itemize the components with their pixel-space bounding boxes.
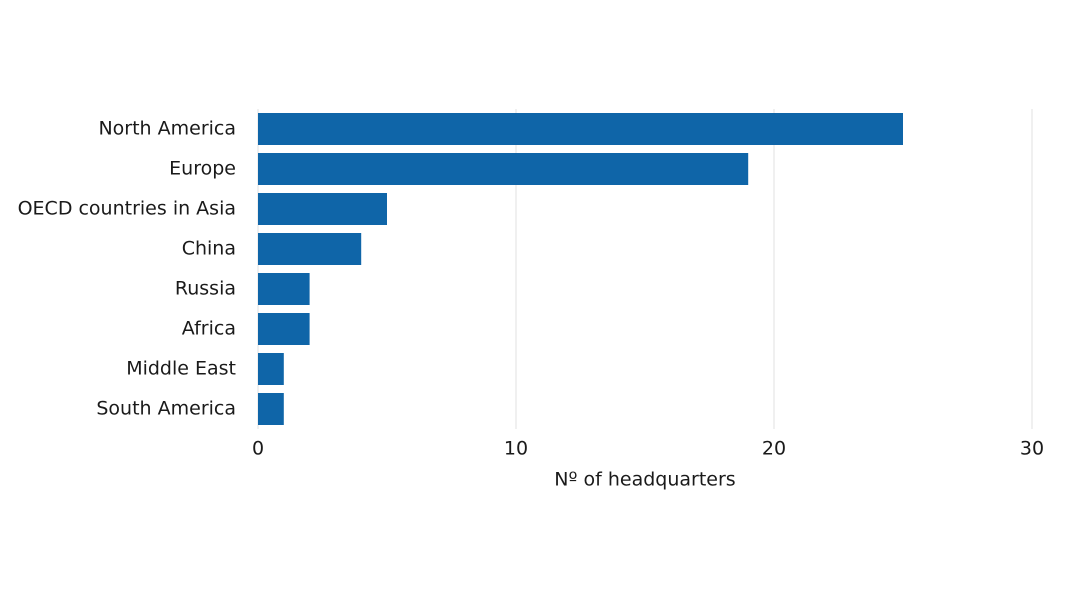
y-tick-label: Russia: [175, 278, 236, 300]
y-tick-label: Middle East: [126, 358, 236, 380]
y-tick-label: South America: [96, 398, 236, 420]
x-tick-label: 30: [1020, 438, 1044, 460]
y-tick-label: China: [182, 238, 236, 260]
bar: [258, 233, 362, 265]
bar: [258, 193, 387, 225]
y-tick-label: Africa: [182, 318, 236, 340]
x-tick-label: 0: [252, 438, 264, 460]
bar: [258, 353, 284, 385]
x-tick-label: 10: [504, 438, 528, 460]
y-tick-label: OECD countries in Asia: [18, 198, 236, 220]
y-tick-label: Europe: [169, 158, 236, 180]
x-tick-label: 20: [762, 438, 786, 460]
y-tick-label: North America: [98, 118, 236, 140]
x-axis-label: Nº of headquarters: [554, 469, 735, 491]
bar: [258, 313, 310, 345]
bar: [258, 153, 749, 185]
bar: [258, 393, 284, 425]
bar: [258, 273, 310, 305]
bar: [258, 113, 903, 145]
